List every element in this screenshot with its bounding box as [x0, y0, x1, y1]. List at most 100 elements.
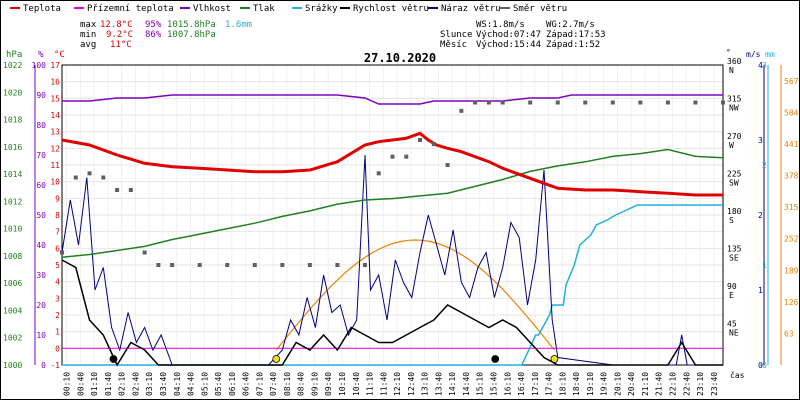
tick-label-temp: 10	[50, 178, 60, 187]
axis-label-time: čas	[730, 370, 745, 380]
tick-label-dir: 360	[727, 57, 742, 66]
tick-label-mm: 0	[762, 361, 767, 370]
stats-block: max 12.8°C 95% 1015.8hPa 1.6mm min 9.2°C…	[80, 20, 252, 50]
tick-label-rain: 315	[784, 203, 799, 212]
tick-label-pct: 60	[36, 181, 46, 190]
stats-min-hum: 86%	[145, 30, 162, 40]
tick-label-pct: 30	[36, 271, 46, 280]
tick-label-temp: 14	[50, 111, 60, 120]
tick-label-dir-compass: NE	[729, 329, 739, 338]
tick-label-temp: 9	[55, 194, 60, 203]
tick-label-time: 19:40	[600, 372, 609, 396]
tick-label-hpa: 1020	[3, 88, 22, 97]
tick-label-time: 04:40	[187, 372, 196, 396]
tick-label-hpa: 1022	[3, 61, 22, 70]
legend-label-tlak: Tlak	[253, 4, 275, 14]
tick-label-temp: 15	[50, 94, 60, 103]
tick-label-time: 07:10	[255, 372, 264, 396]
tick-label-dir: 315	[727, 95, 742, 104]
series-line-teplota	[61, 131, 723, 197]
stats-avg-temp: 11°C	[110, 40, 132, 50]
tick-label-pct: 40	[36, 241, 46, 250]
tick-label-ms: 4	[758, 61, 763, 70]
tick-label-rain: 567	[784, 77, 799, 86]
tick-label-rain: 378	[784, 172, 799, 181]
tick-label-time: 09:40	[324, 372, 333, 396]
sun-elevation-curve	[275, 239, 555, 351]
tick-label-dir-compass: E	[729, 291, 734, 300]
info-sun-set: Západ:17:53	[546, 30, 606, 40]
tick-label-time: 22:40	[682, 372, 691, 396]
stats-avg-label: avg	[80, 40, 96, 50]
wind-direction-point	[115, 188, 120, 192]
wind-direction-point	[665, 100, 670, 105]
tick-label-time: 22:10	[669, 372, 678, 396]
tick-label-time: 21:40	[655, 372, 664, 396]
tick-label-ms: 3	[758, 136, 763, 145]
wind-direction-point	[486, 100, 491, 105]
tick-label-dir: 90	[727, 282, 737, 291]
tick-label-hpa: 1006	[3, 279, 22, 288]
axis-label-mm: mm	[765, 50, 775, 59]
wind-direction-point	[197, 263, 202, 267]
tick-label-time: 10:40	[352, 372, 361, 396]
tick-label-time: 03:40	[159, 372, 168, 396]
tick-label-time: 06:40	[242, 372, 251, 396]
tick-label-dir-compass: SW	[729, 179, 739, 188]
tick-label-pct: 80	[36, 121, 46, 130]
tick-label-time: 17:10	[531, 372, 540, 396]
wind-direction-point	[60, 250, 64, 255]
tick-label-dir-compass: SE	[729, 254, 739, 263]
info-moon-rise: Východ:15:44	[476, 40, 541, 50]
series-line-rychlost	[61, 259, 723, 367]
stats-min-temp: 9.2°C	[106, 30, 133, 40]
tick-label-temp: 13	[50, 128, 60, 137]
tick-label-time: 21:10	[641, 372, 650, 396]
tick-label-pct: 10	[36, 331, 46, 340]
series-line-vlhkost	[62, 94, 723, 105]
stats-max-press: 1015.8hPa	[167, 20, 216, 30]
legend-label-rychlost: Rychlost větru	[353, 4, 429, 14]
tick-label-rain: 504	[784, 108, 799, 117]
tick-label-time: 18:10	[558, 372, 567, 396]
wind-direction-point	[500, 100, 505, 105]
tick-label-time: 16:40	[517, 372, 526, 396]
tick-label-time: 10:10	[338, 372, 347, 396]
tick-label-temp: 11	[50, 161, 60, 170]
info-sun-rise: Východ:07:47	[476, 30, 541, 40]
tick-label-hpa: 1012	[3, 197, 22, 206]
legend: Teplota Přízemní teplota Vlhkost Tlak Srážky…	[10, 4, 567, 14]
axis-label-ms: m/s	[746, 50, 761, 59]
legend-label-naraz: Náraz větru	[441, 4, 501, 14]
wind-direction-point	[170, 263, 175, 267]
stats-max-temp: 12.8°C	[100, 20, 133, 30]
wind-direction-point	[638, 100, 643, 105]
tick-label-time: 05:10	[200, 372, 209, 396]
tick-label-time: 04:10	[173, 372, 182, 396]
tick-label-time: 17:40	[545, 372, 554, 396]
tick-label-temp: 8	[55, 211, 60, 220]
marker-moonrise	[491, 355, 500, 363]
wind-direction-point	[404, 154, 409, 159]
axis-label-dir: °	[726, 48, 731, 57]
tick-label-rain: 126	[784, 298, 799, 307]
series-line-tlak	[61, 148, 724, 259]
tick-label-pct: 70	[36, 151, 46, 160]
tick-label-time: 20:10	[613, 372, 622, 396]
info-moon-set: Západ:1:52	[546, 40, 600, 50]
tick-label-pct: 50	[36, 211, 46, 220]
tick-label-time: 12:40	[407, 372, 416, 396]
info-ws: WS:1.8m/s	[476, 20, 525, 30]
wind-direction-point	[376, 171, 381, 176]
tick-label-hpa: 1018	[3, 116, 22, 125]
wind-direction-point	[73, 175, 78, 180]
tick-label-rain: 441	[784, 140, 799, 149]
tick-label-dir: 180	[727, 207, 742, 216]
wind-direction-point	[87, 171, 92, 176]
tick-label-ms: 0	[758, 361, 763, 370]
wind-direction-point	[459, 108, 464, 113]
tick-label-temp: 12	[50, 144, 60, 153]
tick-label-ms: 1	[758, 286, 763, 295]
